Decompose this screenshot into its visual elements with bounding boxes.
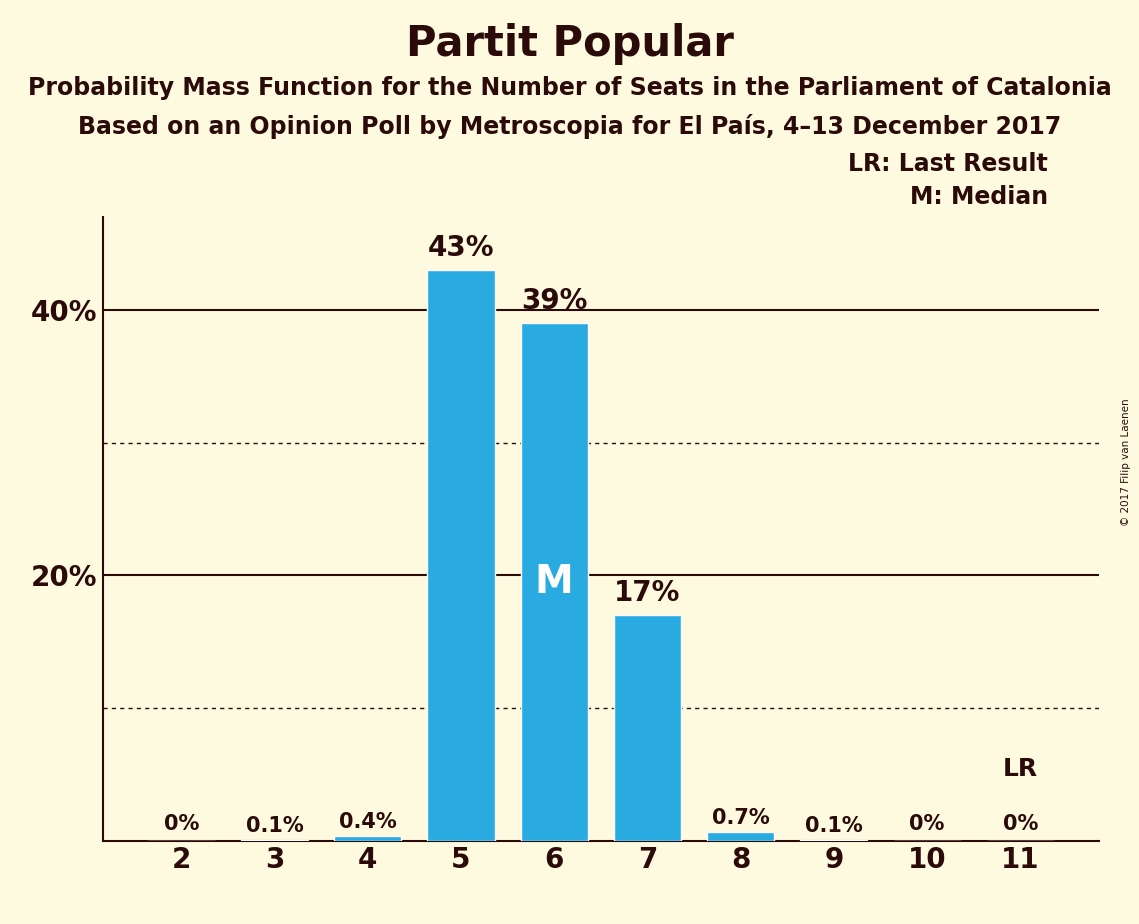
Text: 0%: 0% [164,814,199,834]
Text: LR: Last Result: LR: Last Result [849,152,1048,176]
Text: Based on an Opinion Poll by Metroscopia for El País, 4–13 December 2017: Based on an Opinion Poll by Metroscopia … [77,114,1062,139]
Bar [614,615,681,841]
Bar [521,323,588,841]
Text: 39%: 39% [521,287,588,315]
Text: 0%: 0% [1002,814,1038,834]
Text: 0.1%: 0.1% [805,816,862,835]
Text: Probability Mass Function for the Number of Seats in the Parliament of Catalonia: Probability Mass Function for the Number… [27,76,1112,100]
Bar [241,840,309,841]
Text: 0.4%: 0.4% [339,811,396,832]
Text: 0%: 0% [909,814,944,834]
Text: © 2017 Filip van Laenen: © 2017 Filip van Laenen [1121,398,1131,526]
Text: 43%: 43% [428,235,494,262]
Text: M: Median: M: Median [910,185,1048,209]
Bar [427,270,494,841]
Bar [334,835,401,841]
Text: LR: LR [1002,757,1038,781]
Text: 17%: 17% [614,579,681,607]
Bar [707,832,775,841]
Text: 0.7%: 0.7% [712,808,770,828]
Text: 0.1%: 0.1% [246,816,303,835]
Bar [801,840,868,841]
Text: M: M [535,563,574,602]
Text: Partit Popular: Partit Popular [405,23,734,65]
